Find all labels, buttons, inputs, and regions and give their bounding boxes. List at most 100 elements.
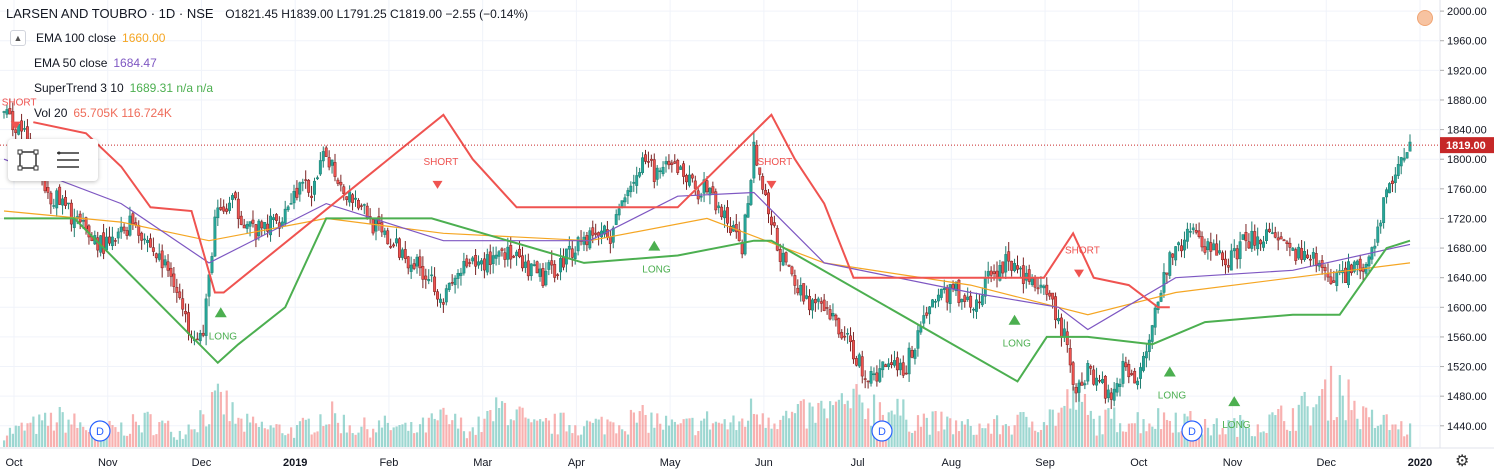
volume-bar [995, 415, 999, 447]
candle-body [1385, 189, 1389, 198]
x-tick-label: Feb [379, 457, 398, 469]
candle-body [594, 232, 598, 235]
candle-body [1095, 377, 1099, 386]
candle-body [787, 264, 791, 267]
menu-lines-icon[interactable] [48, 141, 88, 179]
volume-bar [278, 424, 281, 447]
volume-bar [697, 431, 700, 447]
volume-bar [389, 430, 392, 447]
volume-bar [32, 416, 35, 447]
rectangle-select-icon[interactable] [8, 141, 48, 179]
volume-bar [1309, 425, 1312, 447]
volume-bar [1198, 432, 1201, 447]
indicator-row-ema100[interactable]: ▲ EMA 100 close 1660.00 [0, 30, 165, 46]
volume-bar [64, 432, 67, 447]
volume-bar [571, 433, 574, 447]
indicator-row-supertrend[interactable]: SuperTrend 3 10 1689.31 n/a n/a [0, 81, 213, 95]
candle-body [1092, 369, 1096, 385]
candle-body [1109, 392, 1113, 400]
x-tick-label: May [660, 457, 681, 469]
candle-body [1168, 252, 1172, 276]
alert-badge-icon[interactable] [1417, 10, 1433, 26]
candle-body [333, 162, 337, 177]
indicator-row-ema50[interactable]: EMA 50 close 1684.47 [0, 56, 157, 70]
volume-bar [934, 411, 937, 447]
volume-bar [1201, 434, 1204, 447]
volume-bar [155, 434, 158, 447]
volume-bar [1367, 417, 1371, 447]
candle-body [1177, 242, 1181, 246]
candle-body [603, 225, 606, 235]
candle-body [799, 285, 803, 296]
volume-bar [181, 438, 184, 447]
candle-body [872, 373, 876, 376]
volume-bar [984, 428, 987, 447]
volume-bar [1306, 406, 1309, 447]
candle-body [1379, 222, 1383, 227]
volume-bar [1215, 418, 1218, 447]
settings-gear-icon[interactable]: ⚙ [1455, 453, 1470, 470]
candle-body [550, 260, 554, 266]
candle-body [1259, 239, 1263, 245]
volume-bar [913, 430, 917, 447]
candle-body [307, 179, 311, 193]
volume-bar [1262, 431, 1265, 447]
candle-body [670, 162, 674, 165]
candle-body [1118, 383, 1122, 387]
candle-body [813, 298, 817, 304]
volume-bar [1291, 408, 1295, 447]
candle-body [1303, 251, 1306, 260]
volume-bar [395, 426, 398, 447]
x-tick-label: Mar [473, 457, 492, 469]
y-tick-label: 1640.00 [1447, 273, 1487, 285]
candle-body [1065, 331, 1069, 345]
volume-bar [685, 418, 688, 447]
candle-body [1150, 325, 1154, 342]
volume-bar [477, 416, 480, 447]
candle-body [975, 299, 978, 312]
y-tick-label: 1960.00 [1447, 36, 1487, 48]
volume-bar [928, 434, 931, 447]
candle-body [49, 192, 53, 205]
last-price-tag [1440, 137, 1494, 154]
y-tick-label: 2000.00 [1447, 6, 1487, 18]
candle-body [1209, 242, 1213, 252]
candle-body [313, 180, 316, 195]
candle-body [658, 170, 662, 172]
volume-bar [706, 411, 709, 447]
volume-bar [249, 422, 252, 447]
volume-bar [284, 435, 287, 447]
candle-body [626, 190, 630, 197]
volume-bar [137, 425, 140, 447]
volume-bar [1277, 409, 1280, 447]
candle-body [389, 245, 393, 248]
volume-bar [418, 424, 422, 447]
candle-body [236, 198, 240, 220]
candle-body [764, 189, 768, 196]
volume-bar [952, 434, 955, 447]
volume-bar [38, 414, 41, 447]
candle-body [438, 298, 442, 303]
indicator-row-volume[interactable]: Vol 20 65.705K 116.724K [0, 106, 172, 120]
candle-body [491, 255, 495, 265]
volume-bar [846, 400, 849, 447]
candle-body [1388, 183, 1391, 194]
volume-bar [1036, 432, 1040, 447]
volume-bar [348, 425, 351, 447]
candle-body [465, 258, 469, 267]
volume-bar [1019, 412, 1022, 447]
long-arrow-icon [1228, 396, 1241, 407]
chevron-up-icon[interactable]: ▲ [10, 30, 26, 46]
candle-body [2, 111, 6, 113]
candle-body [55, 190, 59, 209]
volume-bar [946, 416, 949, 447]
candle-body [641, 157, 645, 173]
volume-bar [1247, 428, 1251, 447]
volume-bar [401, 424, 404, 447]
volume-bar [899, 415, 902, 447]
x-tick-label: 2019 [283, 457, 307, 469]
x-tick-label: Aug [942, 457, 962, 469]
candle-body [893, 360, 896, 366]
candle-body [772, 222, 776, 226]
